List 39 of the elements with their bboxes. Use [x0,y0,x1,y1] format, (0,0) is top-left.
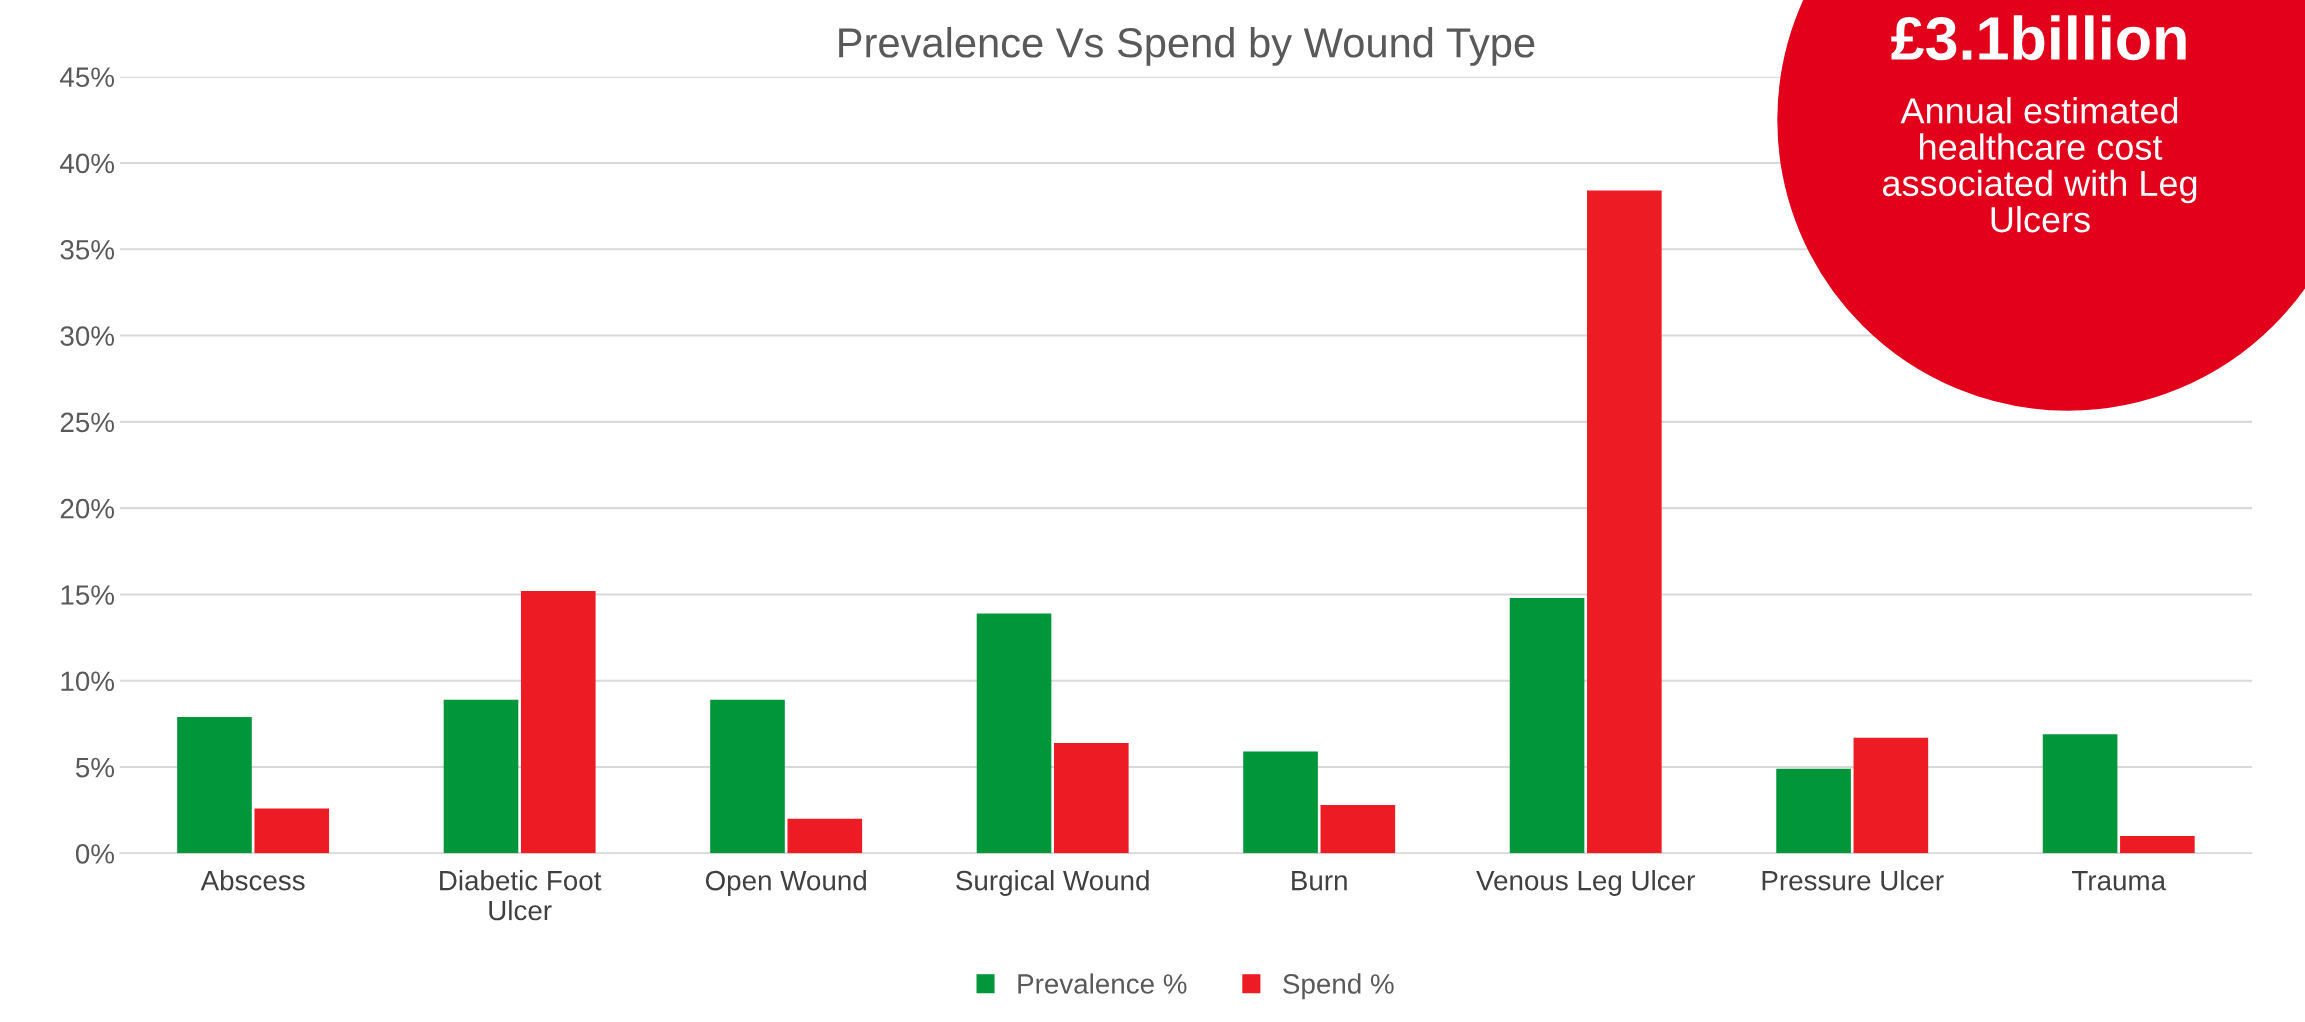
bar [2120,836,2195,854]
y-tick-label: 10% [61,671,115,692]
y-tick-label: 30% [60,326,115,346]
annotation: Annual estimated healthcare cost associated with Leg Ulcers [1882,97,2197,233]
bar [1320,805,1396,854]
y-tick-label: 5% [75,757,115,778]
x-tick-label: Burn [1292,871,1347,891]
bar [1509,597,1585,854]
chart-title: Prevalence Vs Spend by Wound Type [839,27,1535,66]
y-tick-label: 15% [61,585,115,605]
bar [787,818,863,854]
bar [2042,734,2118,854]
x-tick-label: Venous Leg Ulcer [1476,870,1695,896]
bar [520,591,596,854]
bar [1243,751,1318,854]
x-tick-label: Abscess [200,870,305,891]
legend-label: Spend % [1283,973,1394,1000]
bar [976,613,1052,854]
bar [443,699,519,854]
y-tick-label: 45% [60,67,115,87]
y-tick-label: 25% [60,412,115,433]
bar [1054,742,1129,854]
bar [1776,768,1851,854]
legend-label: Prevalence % [1018,973,1187,994]
text: £3.1billion [1891,15,2186,61]
x-tick-label: Open Wound [705,870,866,896]
x-tick-label: Diabetic Foot Ulcer [440,870,602,921]
bar [1587,190,1662,854]
bar [710,699,785,854]
y-tick-label: 20% [60,498,115,519]
bar [254,808,330,854]
x-tick-label: Pressure Ulcer [1762,870,1944,891]
y-tick-label: 35% [60,239,115,260]
y-tick-label: 40% [60,153,115,174]
bar [1853,737,1929,854]
x-tick-label: Surgical Wound [956,870,1149,896]
bar [177,717,252,854]
y-tick-label: 0% [75,844,115,864]
x-tick-label: Trauma [2072,871,2167,891]
